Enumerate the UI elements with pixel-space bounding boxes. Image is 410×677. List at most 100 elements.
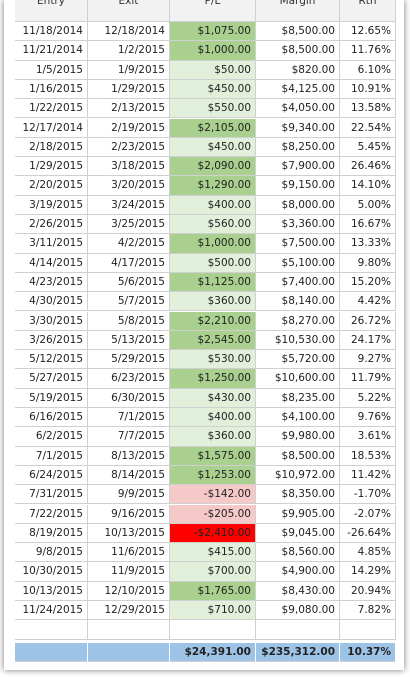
table-cell: 12/10/2015 bbox=[88, 581, 170, 601]
table-cell: 2/26/2015 bbox=[15, 215, 88, 235]
table-cell: 2/19/2015 bbox=[88, 118, 170, 138]
table-cell: 24.17% bbox=[340, 330, 396, 351]
table-cell: $9,150.00 bbox=[256, 176, 340, 196]
table-cell: 11/9/2015 bbox=[88, 562, 170, 582]
table-cell: 4/17/2015 bbox=[88, 253, 170, 273]
table-cell: 3.61% bbox=[340, 427, 396, 447]
table-cell: 9/9/2015 bbox=[88, 485, 170, 505]
empty-cell bbox=[256, 620, 340, 640]
total-cell: $24,391.00 bbox=[170, 642, 256, 662]
table-cell: 6.10% bbox=[340, 60, 396, 80]
table-cell: 1/29/2015 bbox=[88, 79, 170, 100]
table-cell: 6/16/2015 bbox=[15, 408, 88, 428]
table-cell: 11.76% bbox=[340, 41, 396, 61]
table-cell: $550.00 bbox=[170, 99, 256, 119]
table-cell: 9.76% bbox=[340, 408, 396, 428]
table-cell: 7.82% bbox=[340, 601, 396, 621]
table-cell: $560.00 bbox=[170, 215, 256, 235]
table-cell: $8,500.00 bbox=[256, 22, 340, 42]
table-cell: 9.80% bbox=[340, 253, 396, 273]
table-cell: 22.54% bbox=[340, 118, 396, 138]
table-cell: 5/27/2015 bbox=[15, 369, 88, 389]
table-cell: 7/1/2015 bbox=[15, 446, 88, 466]
table-cell: $10,600.00 bbox=[256, 369, 340, 389]
table-cell: 26.72% bbox=[340, 311, 396, 331]
table-cell: $8,000.00 bbox=[256, 195, 340, 215]
table-cell: $10,972.00 bbox=[256, 465, 340, 486]
table-cell: 14.10% bbox=[340, 176, 396, 196]
table-cell: 5.00% bbox=[340, 195, 396, 215]
table-cell: 6/24/2015 bbox=[15, 465, 88, 486]
table-cell: $8,250.00 bbox=[256, 137, 340, 158]
table-cell: 6/2/2015 bbox=[15, 427, 88, 447]
table-cell: $7,500.00 bbox=[256, 234, 340, 254]
table-cell: 3/30/2015 bbox=[15, 311, 88, 331]
table-cell: 11/24/2015 bbox=[15, 601, 88, 621]
table-cell: $10,530.00 bbox=[256, 330, 340, 351]
table-cell: $8,560.00 bbox=[256, 543, 340, 563]
total-cell: 10.37% bbox=[340, 642, 396, 662]
table-cell: 13.33% bbox=[340, 234, 396, 254]
table-cell: $9,980.00 bbox=[256, 427, 340, 447]
table-cell: 4.42% bbox=[340, 292, 396, 312]
table-cell: 5/8/2015 bbox=[88, 311, 170, 331]
table-cell: 16.67% bbox=[340, 215, 396, 235]
table-cell: $2,545.00 bbox=[170, 330, 256, 351]
table-cell: $430.00 bbox=[170, 388, 256, 408]
table-cell: $9,045.00 bbox=[256, 523, 340, 544]
table-cell: $1,000.00 bbox=[170, 41, 256, 61]
empty-cell bbox=[88, 620, 170, 640]
table-cell: $1,765.00 bbox=[170, 581, 256, 601]
table-cell: 1/5/2015 bbox=[15, 60, 88, 80]
total-cell bbox=[88, 642, 170, 662]
table-cell: 8/19/2015 bbox=[15, 523, 88, 544]
table-cell: 1/22/2015 bbox=[15, 99, 88, 119]
table-cell: 5/12/2015 bbox=[15, 350, 88, 370]
table-cell: 1/29/2015 bbox=[15, 157, 88, 177]
table-cell: 3/18/2015 bbox=[88, 157, 170, 177]
table-cell: 9.27% bbox=[340, 350, 396, 370]
table-cell: 4/2/2015 bbox=[88, 234, 170, 254]
table-cell: $9,080.00 bbox=[256, 601, 340, 621]
table-cell: $360.00 bbox=[170, 292, 256, 312]
table-cell: 15.20% bbox=[340, 272, 396, 293]
table-cell: 3/26/2015 bbox=[15, 330, 88, 351]
table: Entry Exit P/L Margin Rtn 11/18/2014 12/18/201… bbox=[15, 0, 396, 662]
table-cell: $8,235.00 bbox=[256, 388, 340, 408]
table-cell: $450.00 bbox=[170, 79, 256, 100]
table-cell: $2,210.00 bbox=[170, 311, 256, 331]
table-cell: 9/16/2015 bbox=[88, 504, 170, 524]
table-cell: 4/30/2015 bbox=[15, 292, 88, 312]
table-cell: 5/19/2015 bbox=[15, 388, 88, 408]
table-cell: $530.00 bbox=[170, 350, 256, 370]
table-cell: 11/21/2014 bbox=[15, 41, 88, 61]
table-cell: $5,720.00 bbox=[256, 350, 340, 370]
header-cell: Rtn bbox=[340, 0, 396, 22]
table-cell: $4,900.00 bbox=[256, 562, 340, 582]
empty-cell bbox=[170, 620, 256, 640]
table-cell: 11/6/2015 bbox=[88, 543, 170, 563]
table-cell: 5/29/2015 bbox=[88, 350, 170, 370]
table-cell: 5.22% bbox=[340, 388, 396, 408]
table-cell: -$142.00 bbox=[170, 485, 256, 505]
table-cell: $2,105.00 bbox=[170, 118, 256, 138]
table-cell: -$2,410.00 bbox=[170, 523, 256, 544]
table-cell: $8,270.00 bbox=[256, 311, 340, 331]
table-cell: $1,290.00 bbox=[170, 176, 256, 196]
table-cell: $8,500.00 bbox=[256, 41, 340, 61]
table-cell: 26.46% bbox=[340, 157, 396, 177]
table-cell: -2.07% bbox=[340, 504, 396, 524]
table-cell: 7/22/2015 bbox=[15, 504, 88, 524]
table-cell: $400.00 bbox=[170, 195, 256, 215]
table-cell: 7/1/2015 bbox=[88, 408, 170, 428]
table-cell: $2,090.00 bbox=[170, 157, 256, 177]
header-cell: Exit bbox=[88, 0, 170, 22]
table-cell: $8,350.00 bbox=[256, 485, 340, 505]
table-cell: $1,075.00 bbox=[170, 22, 256, 42]
total-cell: $235,312.00 bbox=[256, 642, 340, 662]
table-cell: 18.53% bbox=[340, 446, 396, 466]
table-cell: 3/24/2015 bbox=[88, 195, 170, 215]
table-cell: 5/6/2015 bbox=[88, 272, 170, 293]
table-cell: 3/19/2015 bbox=[15, 195, 88, 215]
table-cell: $820.00 bbox=[256, 60, 340, 80]
